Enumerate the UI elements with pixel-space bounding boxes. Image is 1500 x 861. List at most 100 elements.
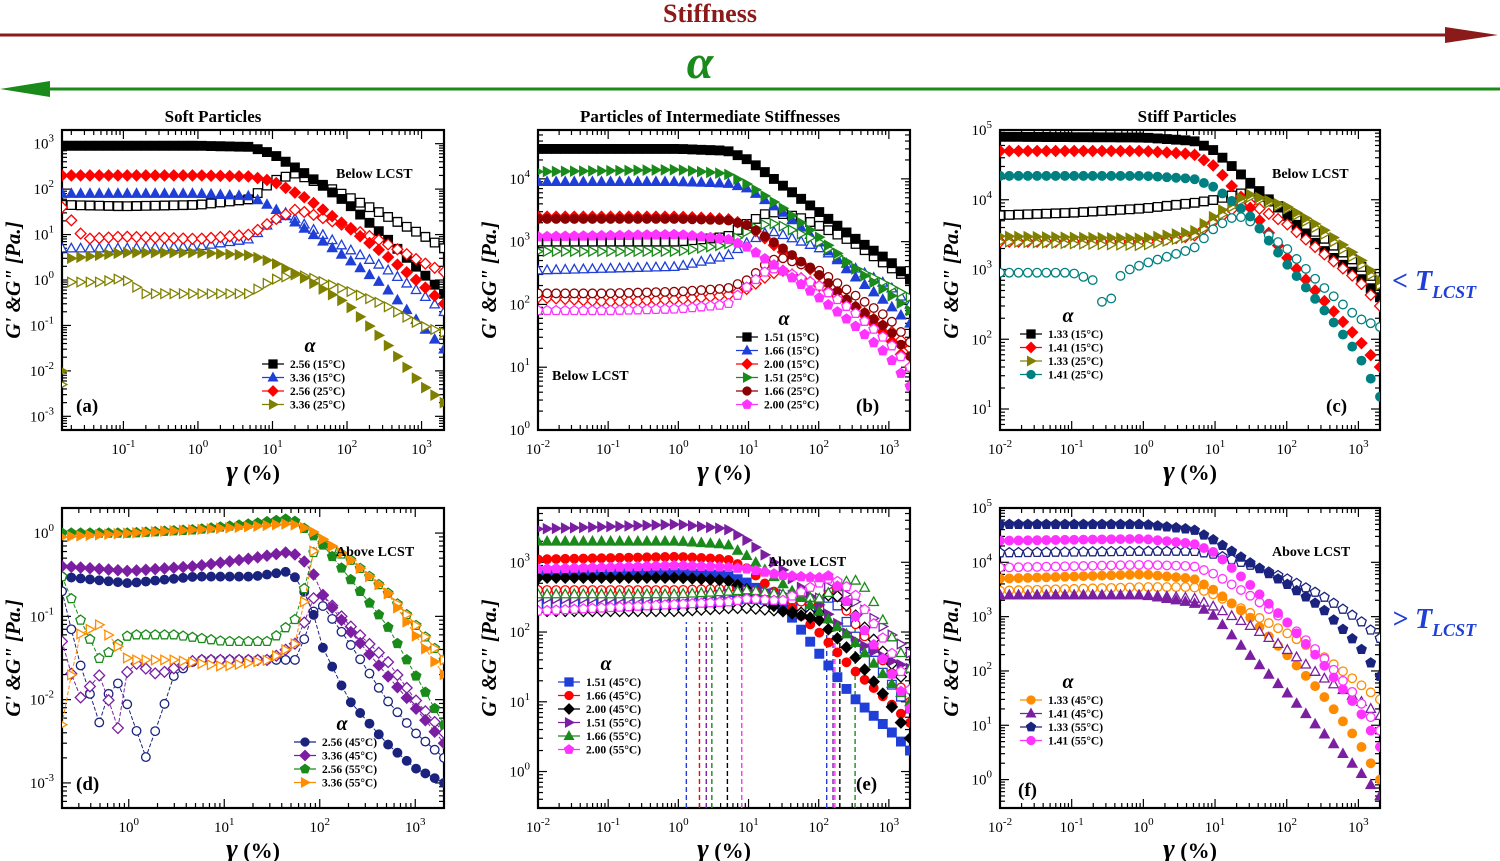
storage-modulus-point: [1003, 518, 1015, 530]
storage-modulus-point: [1123, 144, 1137, 158]
storage-modulus-point: [187, 140, 198, 151]
storage-modulus-point: [1143, 231, 1155, 244]
storage-modulus-point: [382, 283, 394, 295]
loss-modulus-point: [1106, 560, 1117, 571]
storage-modulus-point: [876, 667, 889, 679]
loss-modulus-point: [289, 613, 301, 625]
storage-modulus-point: [714, 145, 725, 156]
loss-modulus-point: [167, 231, 181, 245]
storage-modulus-point: [216, 247, 227, 260]
storage-modulus-point: [1208, 547, 1219, 557]
loss-modulus-point: [588, 245, 599, 258]
loss-modulus-point: [859, 603, 871, 615]
storage-modulus-point: [1161, 134, 1172, 145]
loss-modulus-point: [400, 247, 414, 261]
panel-f: 10-2 10-1 100 101 102 103100101102103104105G'…: [939, 497, 1382, 861]
loss-modulus-point: [1217, 218, 1228, 229]
loss-modulus-point: [904, 298, 910, 309]
storage-modulus-point: [541, 534, 553, 546]
storage-modulus-point: [696, 214, 707, 225]
storage-modulus-point: [814, 627, 825, 638]
storage-modulus-point: [1087, 570, 1098, 581]
storage-modulus-point: [205, 187, 217, 199]
loss-modulus-point: [401, 221, 412, 232]
series-1.66 (55°C): [538, 534, 910, 707]
loss-modulus-point: [1106, 205, 1117, 216]
storage-modulus-point: [840, 641, 853, 654]
storage-modulus-point: [677, 175, 690, 187]
storage-modulus-point: [750, 160, 761, 171]
storage-modulus-point: [122, 246, 134, 259]
storage-modulus-point: [158, 169, 171, 182]
storage-modulus-point: [167, 187, 180, 198]
storage-modulus-point: [596, 143, 607, 154]
y-tick-label: 102: [510, 293, 531, 313]
legend-marker: [1026, 369, 1036, 380]
loss-modulus-point: [437, 726, 444, 740]
loss-modulus-point: [731, 601, 744, 615]
storage-modulus-point: [308, 174, 319, 185]
storage-modulus-point: [83, 561, 97, 575]
loss-modulus-point: [75, 614, 87, 625]
loss-modulus-point: [805, 232, 817, 244]
storage-modulus-point: [1263, 567, 1275, 579]
loss-modulus-point: [841, 284, 852, 295]
loss-modulus-point: [813, 280, 825, 291]
loss-modulus-point: [1365, 687, 1376, 698]
storage-modulus-point: [374, 329, 386, 342]
storage-modulus-point: [632, 560, 644, 572]
loss-modulus-point: [307, 591, 320, 605]
loss-modulus-point: [85, 276, 97, 288]
storage-modulus-point: [1253, 658, 1266, 670]
loss-modulus-point: [260, 217, 274, 231]
loss-modulus-point: [253, 283, 264, 295]
legend-entry: 3.36 (55°C): [322, 778, 377, 790]
storage-modulus-point: [1115, 570, 1126, 581]
loss-modulus-point: [1161, 582, 1172, 593]
storage-modulus-point: [1115, 518, 1126, 530]
loss-modulus-point: [178, 287, 190, 300]
storage-modulus-point: [1021, 588, 1034, 600]
loss-modulus-point: [392, 707, 403, 718]
loss-modulus-point: [1356, 616, 1367, 627]
storage-modulus-point: [551, 213, 562, 224]
storage-modulus-point: [391, 637, 403, 649]
storage-modulus-point: [1244, 557, 1256, 568]
storage-modulus-point: [76, 251, 87, 264]
legend-marker: [268, 399, 279, 410]
loss-modulus-point: [1328, 291, 1339, 302]
loss-modulus-point: [850, 589, 862, 600]
loss-modulus-point: [1180, 582, 1191, 593]
storage-modulus-point: [1337, 329, 1348, 340]
loss-modulus-point: [1189, 582, 1200, 593]
legend-marker: [1026, 355, 1037, 367]
loss-modulus-point: [1124, 545, 1136, 557]
loss-modulus-point: [831, 590, 844, 603]
storage-modulus-point: [65, 187, 78, 198]
loss-modulus-point: [187, 200, 198, 210]
legend-title: α: [304, 335, 316, 357]
loss-modulus-point: [697, 242, 708, 254]
storage-modulus-point: [1356, 643, 1367, 655]
storage-modulus-point: [541, 230, 553, 242]
storage-modulus-point: [365, 320, 376, 332]
series-1.33 (25°C): [1000, 188, 1380, 291]
storage-modulus-point: [168, 140, 179, 151]
storage-modulus-point: [186, 187, 199, 198]
storage-modulus-point: [1000, 144, 1007, 158]
loss-modulus-point: [1180, 560, 1191, 571]
storage-modulus-point: [705, 145, 716, 156]
storage-modulus-point: [1375, 774, 1380, 785]
storage-modulus-point: [83, 169, 97, 182]
loss-modulus-point: [759, 266, 771, 277]
loss-modulus-point: [1226, 213, 1237, 223]
y-axis-label: G' &G" [Pa.]: [1, 599, 25, 716]
storage-modulus-point: [1188, 597, 1201, 608]
storage-modulus-point: [551, 143, 562, 154]
storage-modulus-point: [112, 187, 124, 198]
loss-modulus-point: [1050, 267, 1061, 278]
loss-modulus-point: [1041, 208, 1052, 219]
loss-modulus-point: [307, 208, 320, 222]
storage-modulus-point: [1124, 534, 1135, 545]
storage-modulus-point: [1004, 131, 1015, 142]
